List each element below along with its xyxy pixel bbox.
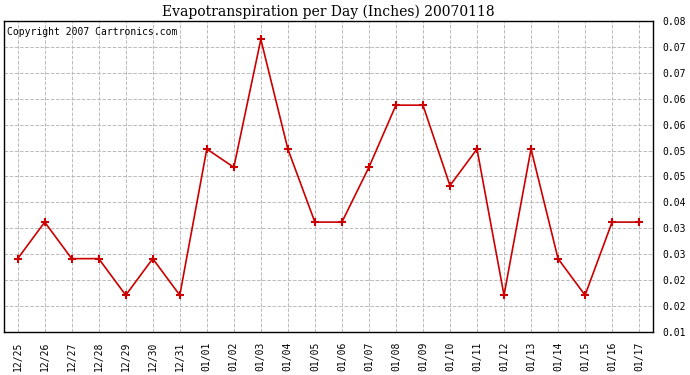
Text: Copyright 2007 Cartronics.com: Copyright 2007 Cartronics.com (8, 27, 178, 38)
Title: Evapotranspiration per Day (Inches) 20070118: Evapotranspiration per Day (Inches) 2007… (162, 4, 495, 18)
